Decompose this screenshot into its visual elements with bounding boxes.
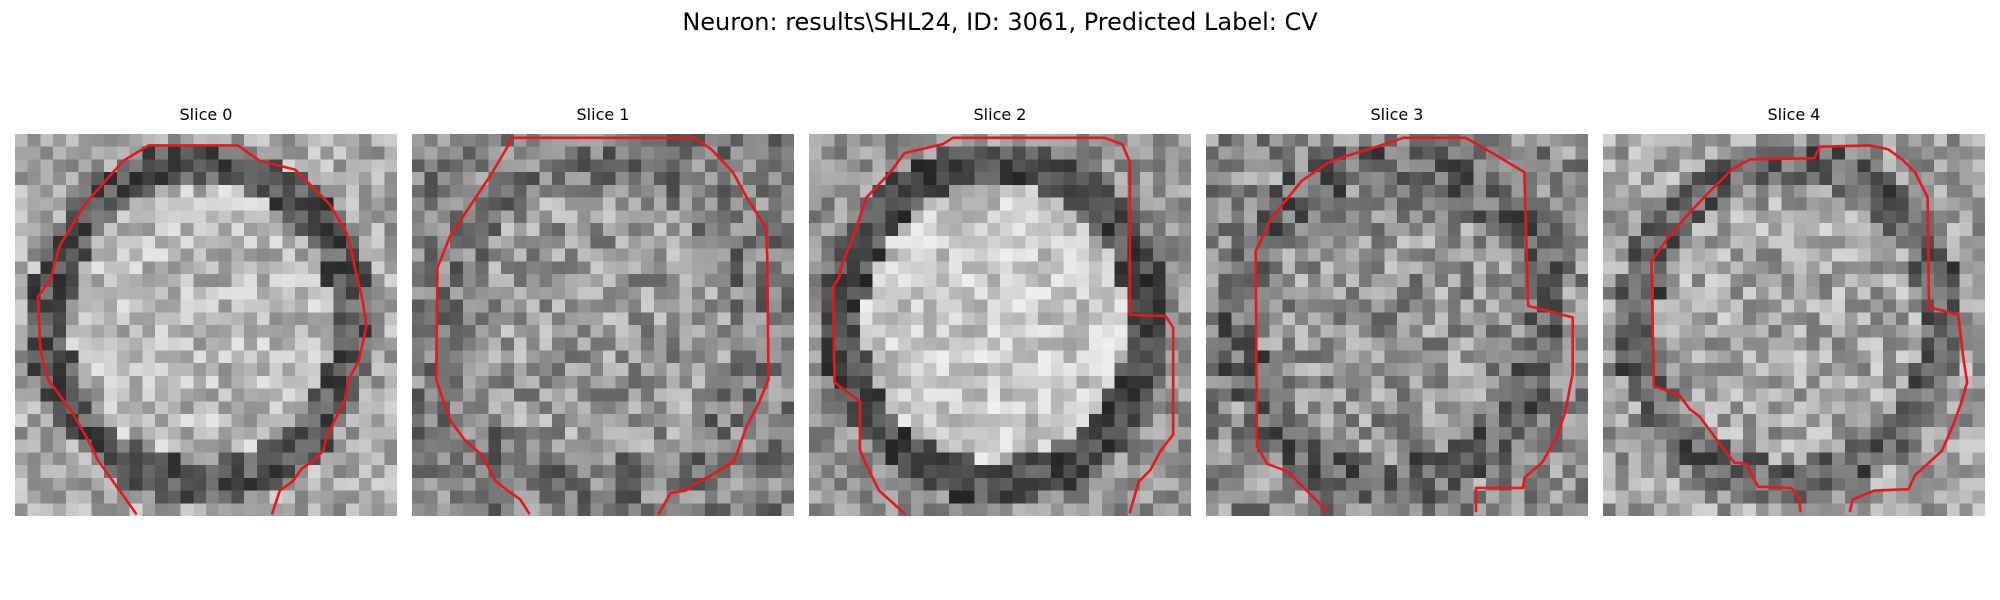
pixel-grid	[412, 134, 794, 516]
slice-image	[1603, 134, 1985, 516]
neuron-contour	[38, 145, 367, 513]
neuron-contour	[1651, 145, 1967, 510]
slice-image	[809, 134, 1191, 516]
pixel-grid	[15, 134, 397, 516]
slice-panel-0: Slice 0	[15, 104, 397, 544]
neuron-contour	[1256, 138, 1573, 511]
slice-title: Slice 3	[1370, 105, 1424, 124]
slice-panel-1: Slice 1	[412, 104, 794, 544]
slice-panel-4: Slice 4	[1603, 104, 1985, 544]
neuron-contour	[436, 138, 768, 514]
neuron-contour	[833, 138, 1173, 514]
slice-title: Slice 4	[1767, 105, 1821, 124]
slice-title: Slice 2	[973, 105, 1027, 124]
slice-title: Slice 1	[576, 105, 630, 124]
slice-title: Slice 0	[179, 105, 233, 124]
figure-title: Neuron: results\SHL24, ID: 3061, Predict…	[682, 8, 1318, 36]
pixel-grid	[809, 134, 1191, 516]
slice-image	[15, 134, 397, 516]
pixel-grid	[1603, 134, 1985, 516]
slice-image	[412, 134, 794, 516]
slice-panel-2: Slice 2	[809, 104, 1191, 544]
slice-panel-3: Slice 3	[1206, 104, 1588, 544]
slice-image	[1206, 134, 1588, 516]
